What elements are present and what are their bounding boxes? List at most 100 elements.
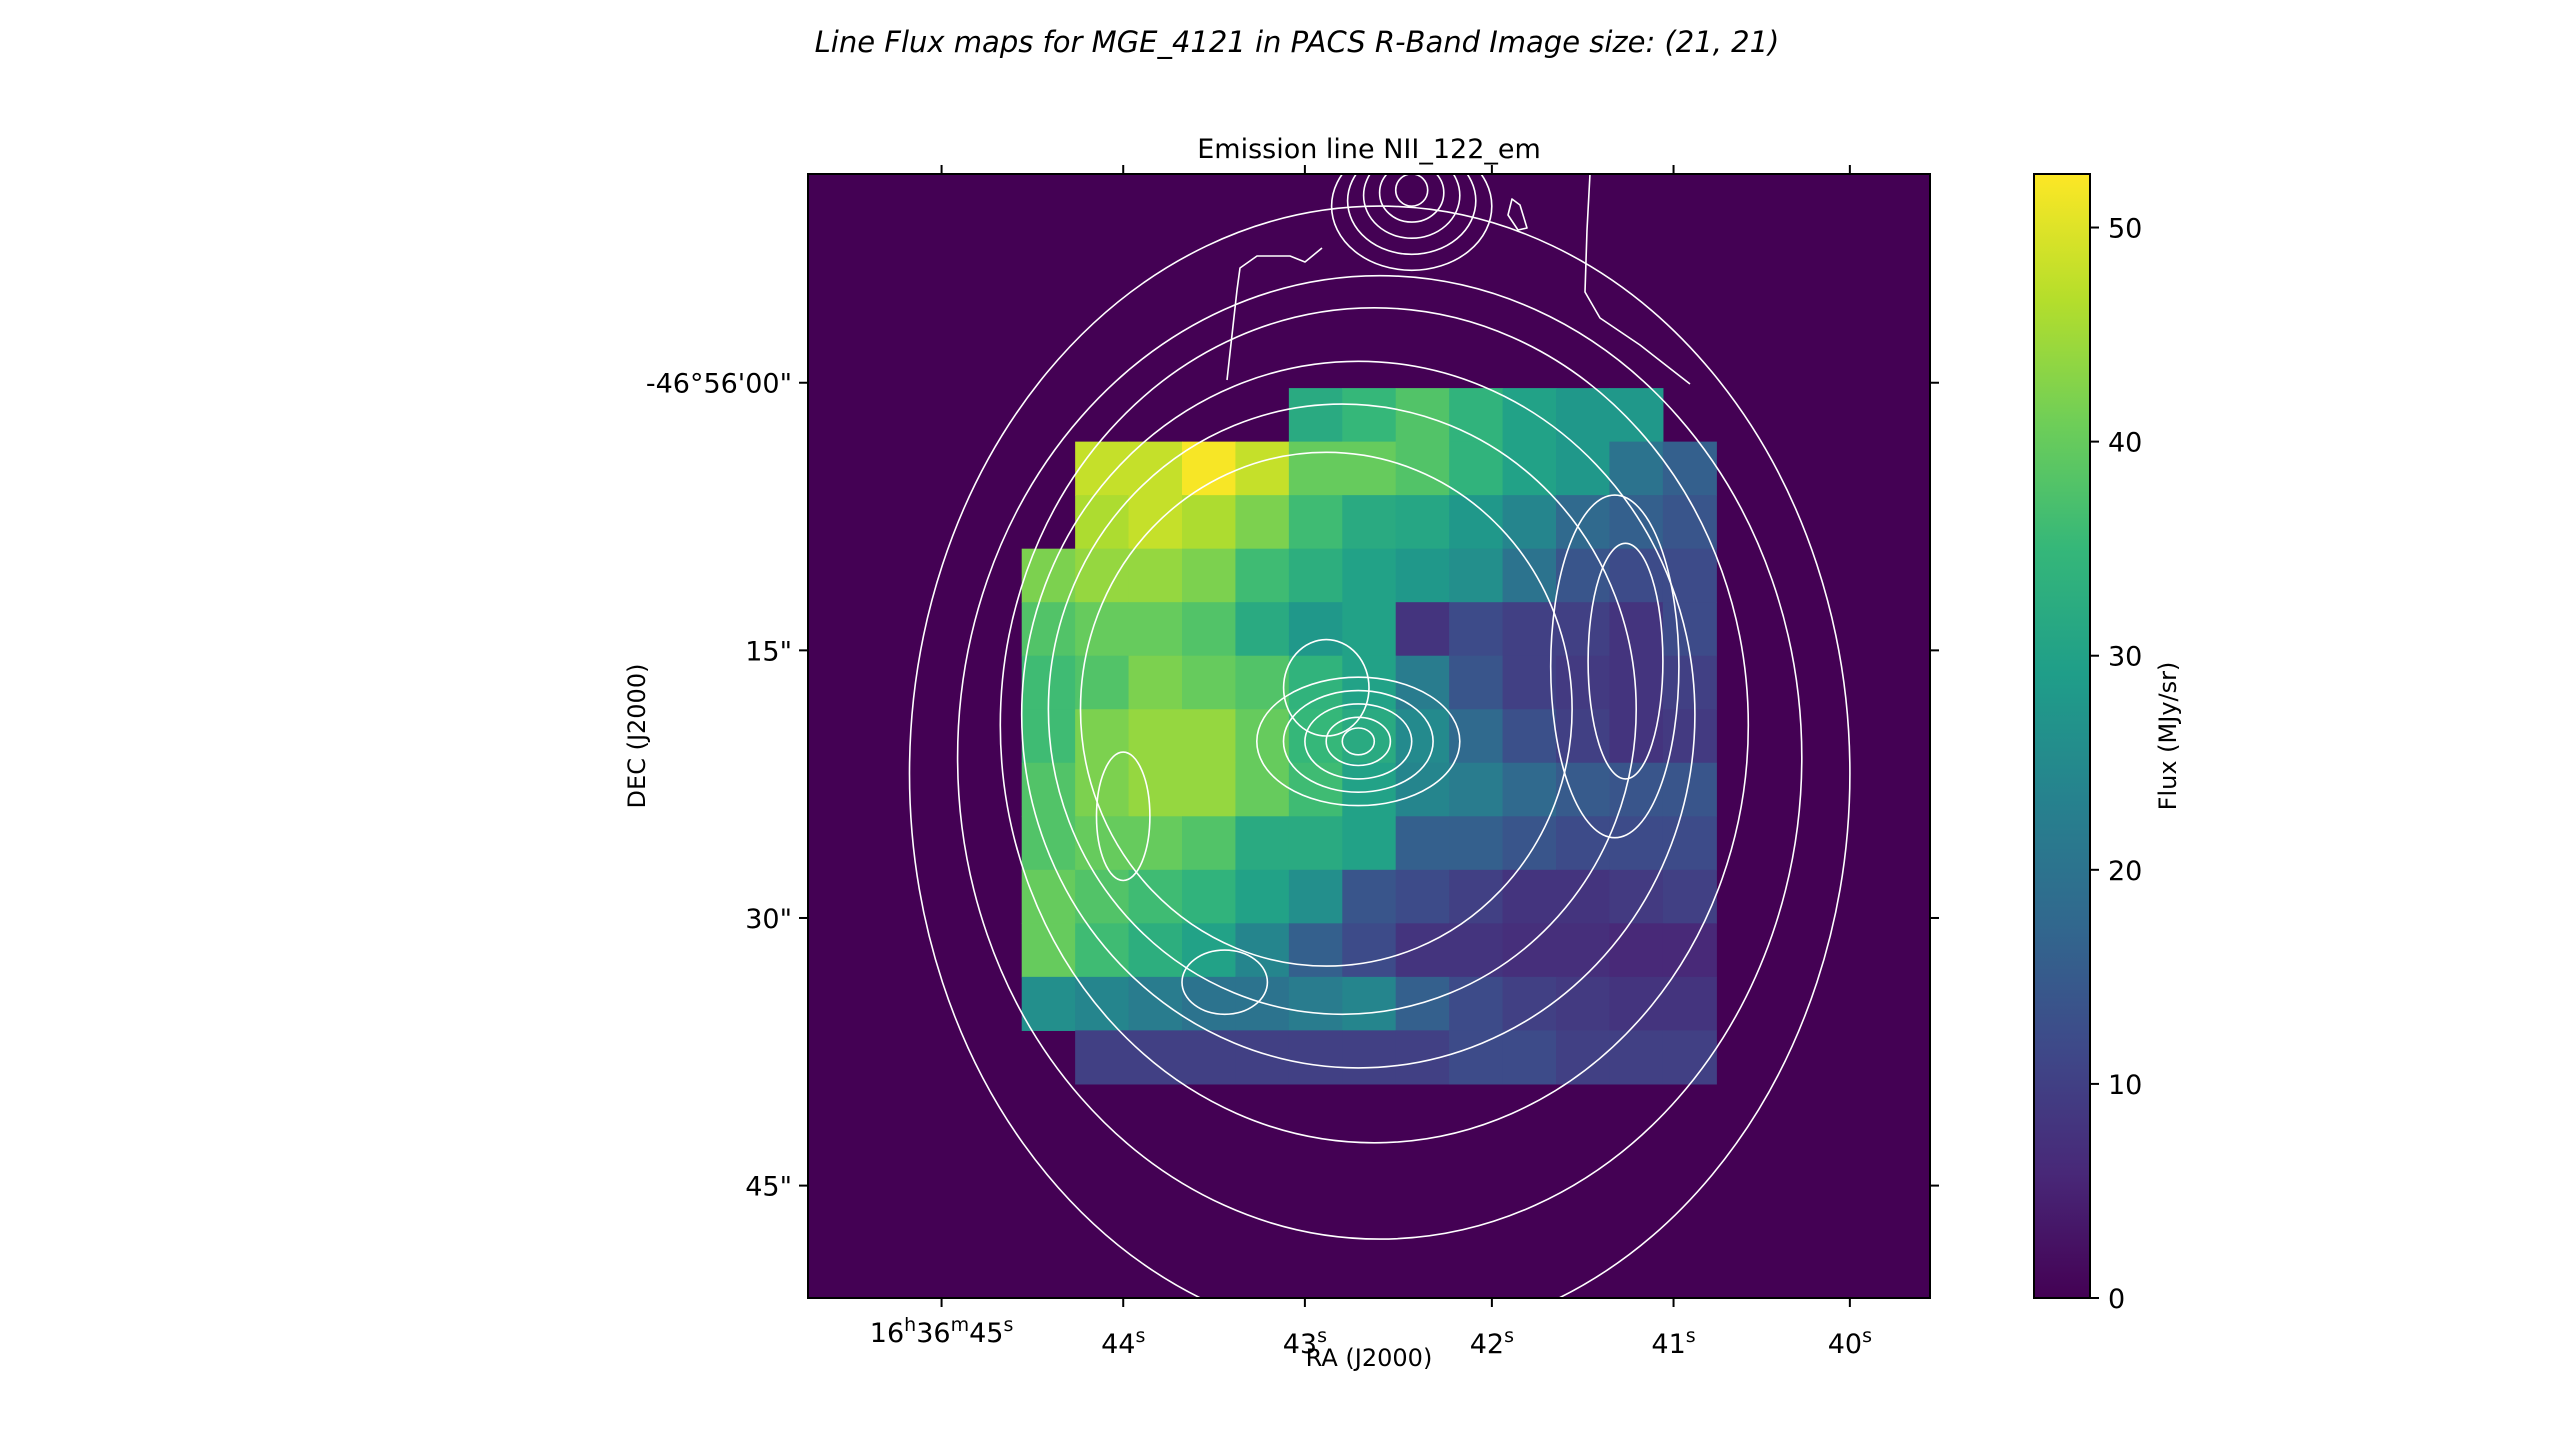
heatmap-cell xyxy=(1609,548,1664,603)
colorbar-ticks: 0 10 20 30 40 50 xyxy=(2090,214,2142,1315)
colorbar-tick-label: 10 xyxy=(2108,1070,2142,1101)
heatmap-cell xyxy=(1342,602,1397,657)
heatmap-cell xyxy=(1075,816,1130,871)
heatmap-cell xyxy=(1662,602,1717,657)
heatmap-cell xyxy=(1502,816,1557,871)
heatmap-cell xyxy=(1395,548,1450,603)
heatmap-cell xyxy=(1342,976,1397,1031)
heatmap-cell xyxy=(1075,869,1130,924)
heatmap-cell xyxy=(1075,441,1130,496)
heatmap-cell xyxy=(1395,495,1450,550)
heatmap-cell xyxy=(1235,495,1290,550)
heatmap-cell xyxy=(1288,441,1343,496)
heatmap-cell xyxy=(1609,816,1664,871)
heatmap-cell xyxy=(1182,762,1237,817)
contour-line xyxy=(1282,689,1434,794)
colorbar-tick-label: 30 xyxy=(2108,642,2142,673)
heatmap-cell xyxy=(1662,1030,1717,1085)
heatmap-cell xyxy=(1288,495,1343,550)
heatmap-cell xyxy=(1235,709,1290,764)
heatmap-cell xyxy=(1502,709,1557,764)
heatmap-cell xyxy=(1235,762,1290,817)
heatmap-cell xyxy=(1556,709,1611,764)
heatmap-cell xyxy=(1502,548,1557,603)
heatmap-cell xyxy=(1075,923,1130,978)
heatmap-cell xyxy=(1021,602,1076,657)
heatmap-cell xyxy=(1075,709,1130,764)
heatmap-cell xyxy=(1021,762,1076,817)
contour-overlay xyxy=(908,174,1851,1298)
heatmap-cell xyxy=(1182,655,1237,710)
plot-area xyxy=(807,173,1931,1299)
heatmap-cell xyxy=(1556,816,1611,871)
heatmap-cell xyxy=(1288,709,1343,764)
heatmap-cell xyxy=(1182,1030,1237,1085)
figure-suptitle: Line Flux maps for MGE_4121 in PACS R-Ba… xyxy=(815,25,1780,59)
heatmap-cell xyxy=(1021,869,1076,924)
heatmap-cell xyxy=(1449,441,1504,496)
colorbar: 0 10 20 30 40 50 Flux (MJy/sr) xyxy=(2033,173,2182,1315)
x-tick-label: 42s xyxy=(1470,1325,1514,1360)
heatmap-cell xyxy=(1395,923,1450,978)
colorbar-tick-label: 50 xyxy=(2108,214,2142,245)
heatmap-cell xyxy=(1609,923,1664,978)
heatmap-cell xyxy=(1342,816,1397,871)
heatmap-cell xyxy=(1449,923,1504,978)
contour-line xyxy=(1095,751,1151,882)
heatmap-cell xyxy=(1128,602,1183,657)
heatmap-cell xyxy=(1075,602,1130,657)
heatmap-cell xyxy=(1556,976,1611,1031)
heatmap-cell xyxy=(1128,923,1183,978)
heatmap-cell xyxy=(1182,495,1237,550)
y-axis-label: DEC (J2000) xyxy=(623,664,651,809)
heatmap-cell xyxy=(1449,976,1504,1031)
heatmap-cell xyxy=(1662,976,1717,1031)
heatmap-cell xyxy=(1449,816,1504,871)
contour-line xyxy=(1256,676,1461,807)
heatmap-cell xyxy=(1556,495,1611,550)
heatmap-cell xyxy=(1502,602,1557,657)
contour-line xyxy=(1346,174,1477,256)
heatmap-cell xyxy=(1556,869,1611,924)
contour-line xyxy=(1181,949,1269,1016)
heatmap-cell xyxy=(1449,762,1504,817)
heatmap-cell xyxy=(1556,388,1611,443)
heatmap-cell xyxy=(1235,441,1290,496)
contour-line xyxy=(1341,727,1376,756)
heatmap-cell xyxy=(1075,655,1130,710)
heatmap-cell xyxy=(1288,816,1343,871)
plot-frame xyxy=(807,173,1931,1299)
colorbar-tick-label: 40 xyxy=(2108,428,2142,459)
contour-line xyxy=(1394,174,1429,207)
heatmap-cell xyxy=(1128,762,1183,817)
contour-line xyxy=(1047,403,1638,1016)
heatmap-cell xyxy=(1128,1030,1183,1085)
heatmap-cell xyxy=(1128,709,1183,764)
heatmap-cell xyxy=(1235,1030,1290,1085)
heatmap-cell xyxy=(1502,388,1557,443)
heatmap-cell xyxy=(1502,976,1557,1031)
heatmap-cell xyxy=(1288,548,1343,603)
heatmap-cell xyxy=(1182,441,1237,496)
contour-line xyxy=(1079,451,1573,967)
heatmap-cell xyxy=(1449,548,1504,603)
heatmap-cell xyxy=(1128,869,1183,924)
heatmap-cell xyxy=(1395,441,1450,496)
heatmap-cell xyxy=(1556,923,1611,978)
x-tick-label: 40s xyxy=(1828,1325,1872,1360)
heatmap-cell xyxy=(1021,976,1076,1031)
heatmap-cells xyxy=(1021,388,1717,1085)
colorbar-gradient xyxy=(2033,173,2091,1299)
contour-line xyxy=(1304,703,1413,780)
colorbar-label: Flux (MJy/sr) xyxy=(2154,662,2182,811)
heatmap-cell xyxy=(1502,655,1557,710)
heatmap-cell xyxy=(1075,495,1130,550)
x-axis-ticks: 16h36m45s 44s 43s 42s 41s 40s xyxy=(870,165,1872,1360)
heatmap-cell xyxy=(1288,388,1343,443)
heatmap-cell xyxy=(1235,602,1290,657)
heatmap-cell xyxy=(1288,1030,1343,1085)
x-tick-label: 43s xyxy=(1283,1325,1327,1360)
heatmap-cell xyxy=(1662,869,1717,924)
colorbar-tick-label: 20 xyxy=(2108,856,2142,887)
